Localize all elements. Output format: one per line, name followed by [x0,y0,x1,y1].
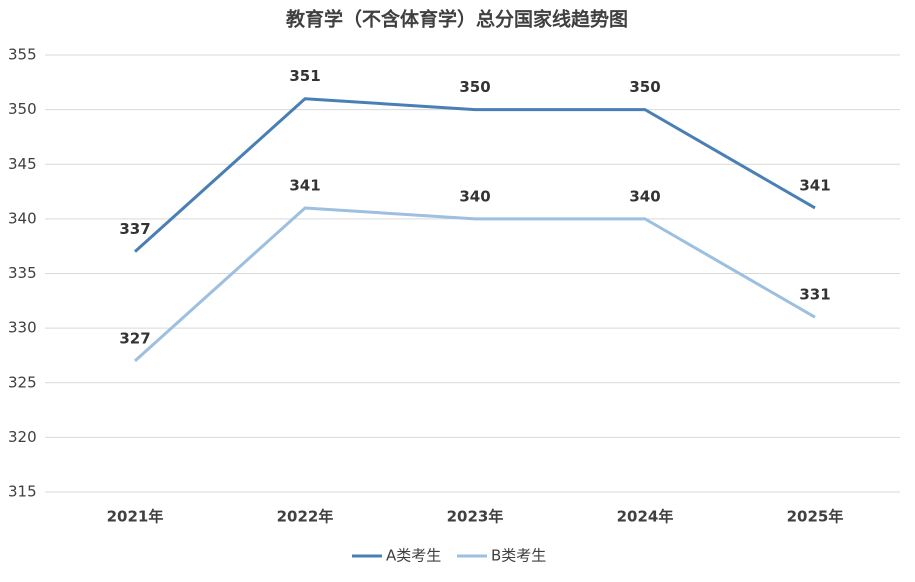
data-label: 341 [799,176,830,194]
y-tick-label: 345 [8,155,37,173]
y-tick-label: 330 [8,319,37,337]
data-label: 327 [119,329,150,347]
data-label: 341 [289,176,320,194]
data-label: 340 [629,187,660,205]
y-tick-label: 355 [8,46,37,64]
y-tick-label: 315 [8,483,37,501]
x-tick-label: 2023年 [447,508,504,526]
chart-title: 教育学（不含体育学）总分国家线趋势图 [286,8,628,31]
x-tick-label: 2022年 [277,508,334,526]
legend-label: A类考生 [386,547,441,565]
y-tick-label: 335 [8,264,37,282]
y-tick-label: 325 [8,373,37,391]
data-label: 350 [629,78,660,96]
data-label: 337 [119,220,150,238]
x-tick-label: 2021年 [107,508,164,526]
data-label: 350 [459,78,490,96]
legend-label: B类考生 [491,547,546,565]
y-tick-label: 340 [8,209,37,227]
x-tick-label: 2025年 [787,508,844,526]
y-tick-label: 350 [8,100,37,118]
data-label: 340 [459,187,490,205]
data-label: 331 [799,286,830,304]
data-label: 351 [289,67,320,85]
series-line [133,97,816,253]
y-tick-label: 320 [8,428,37,446]
series-line [133,206,816,363]
x-tick-label: 2024年 [617,508,674,526]
